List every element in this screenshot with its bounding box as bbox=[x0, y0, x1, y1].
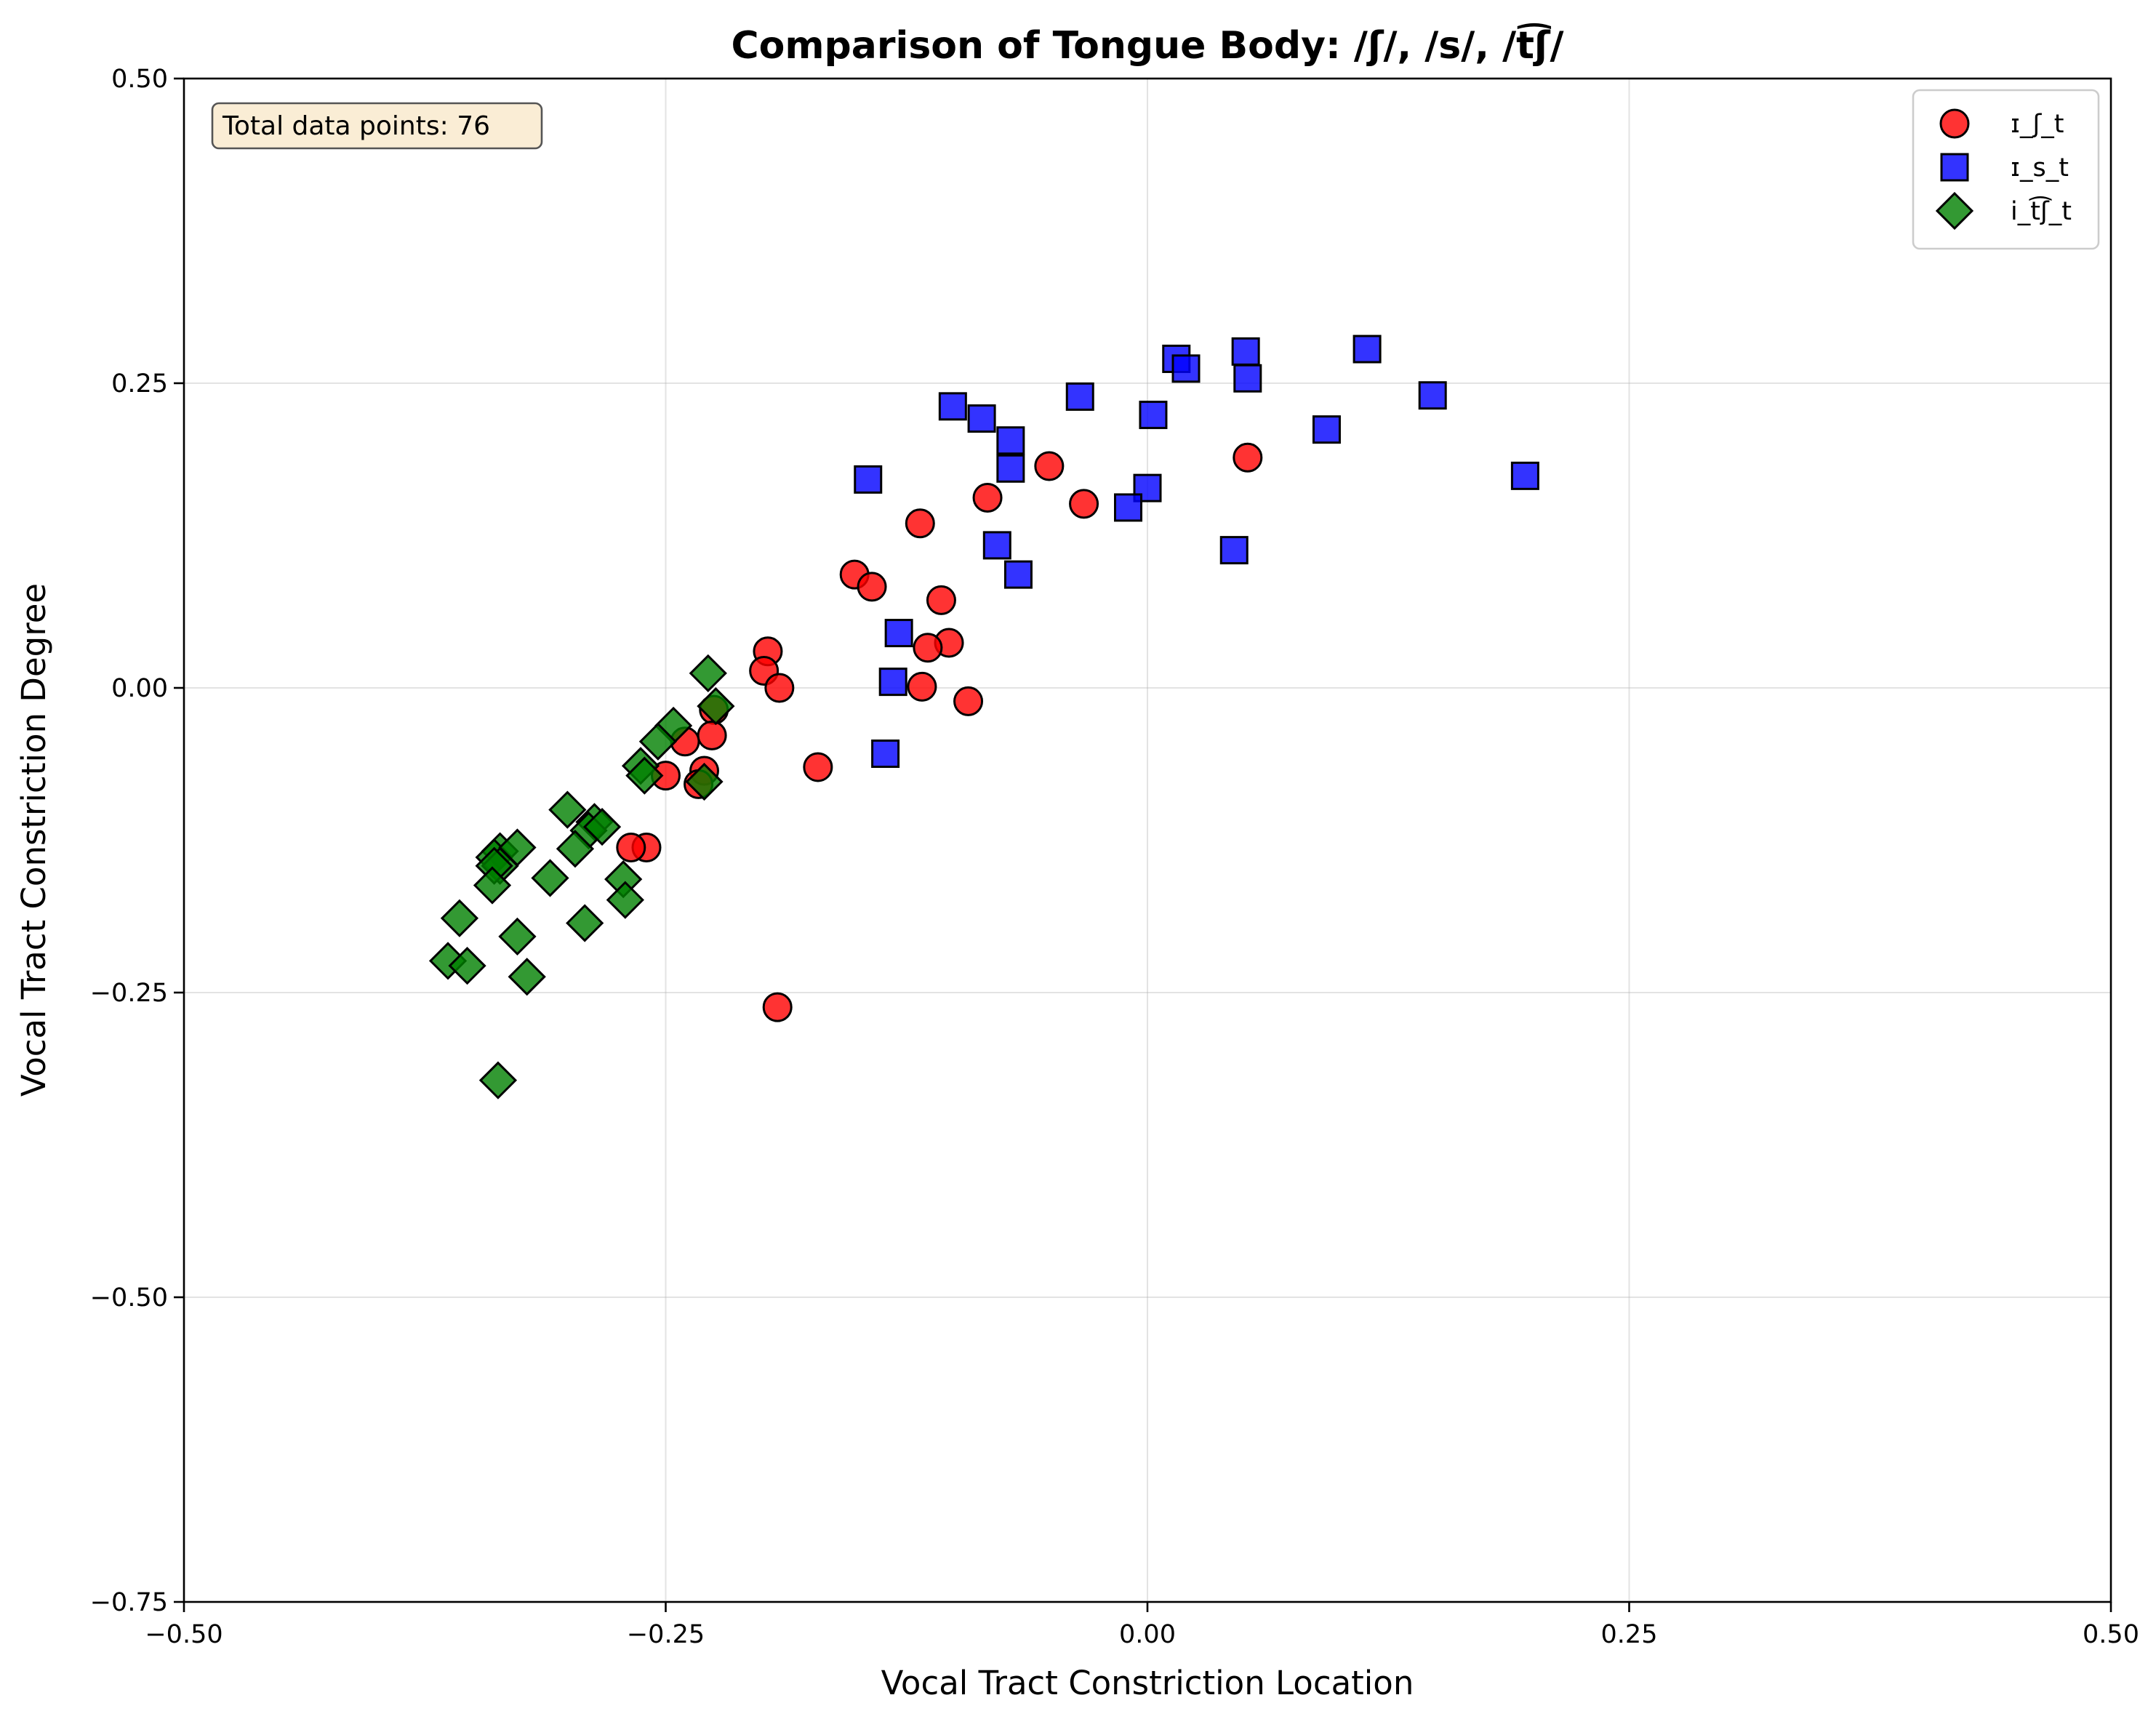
diamond-data-point bbox=[473, 866, 512, 905]
square-data-point bbox=[967, 404, 996, 433]
diamond-data-point bbox=[638, 722, 678, 761]
square-data-point bbox=[1133, 473, 1162, 502]
square-data-point bbox=[854, 465, 883, 494]
square-data-point bbox=[1065, 382, 1094, 411]
axis-ticks: −0.50 −0.25 0.00 0.25 0.50 −0.75 −0.50 −0.25 0.0… bbox=[90, 65, 2139, 1649]
annotation-text: Total data points: 76 bbox=[222, 111, 490, 141]
diamond-data-point bbox=[625, 756, 664, 795]
square-data-point bbox=[996, 454, 1025, 483]
square-data-point bbox=[1219, 536, 1249, 565]
square-data-point bbox=[1352, 334, 1382, 364]
circle-data-point bbox=[907, 671, 937, 702]
circle-data-point bbox=[1233, 442, 1263, 473]
circle-data-point bbox=[953, 686, 984, 716]
y-tick-label: −0.25 bbox=[90, 979, 168, 1008]
square-data-point bbox=[996, 426, 1025, 455]
square-data-point bbox=[1003, 560, 1033, 589]
circle-data-point bbox=[762, 992, 793, 1022]
circle-data-point bbox=[697, 720, 727, 750]
y-tick-label: 0.00 bbox=[111, 674, 168, 703]
legend-label: i_t͡ʃ_t bbox=[2011, 196, 2072, 226]
circle-data-point bbox=[913, 633, 943, 663]
circle-data-point bbox=[905, 508, 935, 539]
x-axis-label: Vocal Tract Constriction Location bbox=[881, 1664, 1414, 1702]
circle-data-point bbox=[1034, 451, 1065, 481]
legend-label: ɪ_s_t bbox=[2011, 153, 2069, 183]
square-data-point bbox=[878, 668, 907, 697]
diamond-data-point bbox=[498, 828, 537, 867]
square-data-point bbox=[1139, 401, 1168, 430]
x-tick-label: 0.25 bbox=[1601, 1620, 1658, 1649]
legend-marker-circle bbox=[1939, 108, 1970, 139]
diamond-data-point bbox=[689, 654, 727, 693]
y-tick-label: −0.50 bbox=[90, 1283, 168, 1313]
diamond-data-point bbox=[582, 807, 622, 846]
data-points bbox=[428, 334, 1539, 1099]
circle-data-point bbox=[803, 752, 833, 782]
chart-title: Comparison of Tongue Body: /ʃ/, /s/, /t͡… bbox=[731, 23, 1563, 68]
x-tick-label: −0.50 bbox=[145, 1620, 223, 1649]
diamond-data-point bbox=[531, 859, 569, 897]
y-tick-label: 0.50 bbox=[111, 65, 168, 94]
square-data-point bbox=[1418, 381, 1447, 410]
y-axis-label: Vocal Tract Constriction Degree bbox=[15, 583, 53, 1097]
circle-data-point bbox=[972, 483, 1003, 513]
series-square bbox=[854, 334, 1539, 769]
annotation-background bbox=[211, 102, 543, 150]
legend-marker-diamond bbox=[1935, 191, 1974, 231]
x-tick-label: −0.25 bbox=[627, 1620, 705, 1649]
circle-data-point bbox=[1069, 489, 1099, 519]
diamond-data-point bbox=[548, 790, 587, 829]
y-tick-label: −0.75 bbox=[90, 1588, 168, 1617]
diamond-data-point bbox=[508, 958, 546, 996]
x-tick-label: 0.00 bbox=[1119, 1620, 1176, 1649]
diamond-data-point bbox=[606, 881, 644, 919]
x-tick-label: 0.50 bbox=[2083, 1620, 2139, 1649]
circle-data-point bbox=[926, 585, 956, 615]
circle-data-point bbox=[857, 572, 887, 602]
square-data-point bbox=[871, 740, 900, 769]
diamond-data-point bbox=[498, 917, 537, 956]
square-data-point bbox=[1231, 337, 1260, 366]
square-data-point bbox=[1171, 354, 1201, 383]
diamond-data-point bbox=[478, 1061, 518, 1099]
diamond-data-point bbox=[448, 947, 486, 985]
square-data-point bbox=[982, 531, 1011, 560]
square-data-point bbox=[884, 619, 913, 648]
square-data-point bbox=[1312, 415, 1341, 444]
legend-label: ɪ_ʃ_t bbox=[2011, 110, 2064, 139]
circle-data-point bbox=[764, 673, 795, 703]
diamond-data-point bbox=[685, 762, 724, 801]
y-tick-label: 0.25 bbox=[111, 369, 168, 398]
legend: ɪ_ʃ_t ɪ_s_t i_t͡ʃ_t bbox=[1912, 89, 2100, 250]
legend-marker-square bbox=[1940, 153, 1969, 182]
circle-data-point bbox=[616, 833, 646, 863]
annotation-box: Total data points: 76 bbox=[211, 102, 543, 150]
diamond-data-point bbox=[566, 904, 604, 942]
series-circle bbox=[616, 442, 1263, 1022]
square-data-point bbox=[1510, 461, 1539, 490]
diamond-data-point bbox=[697, 687, 735, 726]
square-data-point bbox=[938, 392, 967, 421]
square-data-point bbox=[1114, 493, 1142, 522]
diamond-data-point bbox=[556, 830, 595, 868]
series-diamond bbox=[428, 654, 735, 1099]
square-data-point bbox=[1233, 364, 1262, 393]
diamond-data-point bbox=[440, 899, 479, 937]
